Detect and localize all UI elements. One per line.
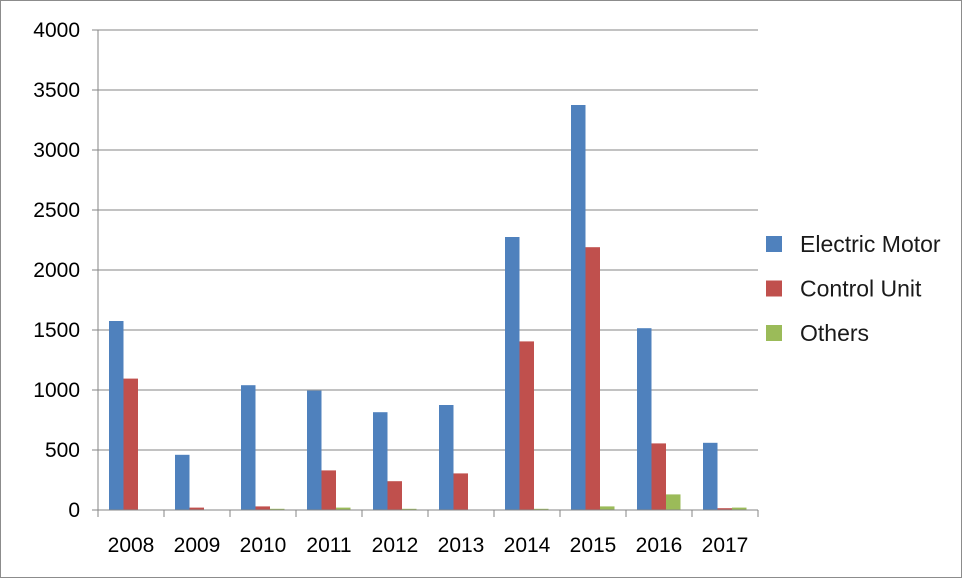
bar-others bbox=[270, 508, 285, 510]
legend-label: Control Unit bbox=[800, 276, 922, 302]
bar-others bbox=[336, 507, 351, 510]
bar-electric-motor bbox=[373, 412, 388, 510]
bar-control-unit bbox=[387, 481, 402, 510]
x-tick-label: 2011 bbox=[306, 534, 351, 557]
bar-others bbox=[402, 508, 417, 510]
legend-swatch bbox=[766, 236, 782, 252]
bar-control-unit bbox=[255, 506, 270, 510]
gridlines bbox=[98, 29, 758, 451]
legend: Electric Motor Control Unit Others bbox=[766, 231, 941, 346]
legend-label: Electric Motor bbox=[800, 231, 941, 257]
legend-swatch bbox=[766, 280, 782, 297]
bar-others bbox=[534, 508, 549, 510]
x-tick-label: 2017 bbox=[702, 534, 749, 557]
bars bbox=[109, 105, 747, 510]
x-tick-label: 2012 bbox=[372, 534, 419, 557]
y-tick-label: 2000 bbox=[33, 259, 80, 282]
x-tick-label: 2015 bbox=[570, 534, 617, 557]
bar-electric-motor bbox=[307, 390, 322, 510]
y-tick-label: 2500 bbox=[33, 199, 80, 222]
x-tick-label: 2009 bbox=[174, 534, 221, 557]
legend-swatch bbox=[766, 325, 782, 341]
y-tick-label: 1000 bbox=[33, 379, 80, 402]
x-tick-label: 2010 bbox=[240, 534, 287, 557]
x-tick-labels: 2008 2009 2010 2011 2012 2013 2014 2015 2016 2017 bbox=[108, 534, 749, 557]
bar-others bbox=[666, 494, 681, 510]
bar-others bbox=[600, 506, 615, 510]
bar-electric-motor bbox=[505, 237, 520, 510]
bar-control-unit bbox=[651, 443, 666, 510]
y-tick-label: 1500 bbox=[33, 319, 80, 342]
bar-control-unit bbox=[717, 508, 732, 510]
bar-others bbox=[732, 507, 747, 510]
x-tick-label: 2008 bbox=[108, 534, 155, 557]
y-tick-labels: 0 500 1000 1500 2000 2500 3000 3500 4000 bbox=[33, 19, 80, 522]
bar-control-unit bbox=[189, 507, 204, 510]
y-tick-label: 4000 bbox=[33, 19, 80, 42]
bar-electric-motor bbox=[637, 328, 652, 510]
bar-electric-motor bbox=[109, 321, 124, 510]
bar-control-unit bbox=[519, 341, 534, 510]
y-tick-label: 3500 bbox=[33, 79, 80, 102]
y-tick-label: 3000 bbox=[33, 139, 80, 162]
y-tick-label: 500 bbox=[45, 439, 80, 462]
bar-electric-motor bbox=[439, 405, 454, 510]
bar-electric-motor bbox=[703, 442, 718, 510]
bar-control-unit bbox=[321, 470, 336, 510]
axes bbox=[92, 29, 759, 517]
bar-electric-motor bbox=[571, 105, 586, 510]
x-tick-label: 2014 bbox=[504, 534, 551, 557]
bar-control-unit bbox=[453, 473, 468, 510]
x-tick-label: 2016 bbox=[636, 534, 683, 557]
legend-label: Others bbox=[800, 320, 869, 346]
bar-control-unit bbox=[123, 378, 138, 510]
x-tick-label: 2013 bbox=[438, 534, 485, 557]
y-tick-label: 0 bbox=[68, 499, 80, 522]
bar-electric-motor bbox=[175, 454, 190, 510]
bar-control-unit bbox=[585, 247, 600, 510]
bar-electric-motor bbox=[241, 385, 256, 510]
